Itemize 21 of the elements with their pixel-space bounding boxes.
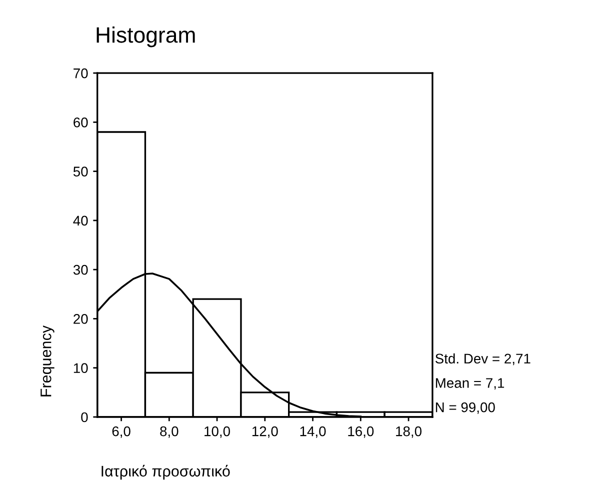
y-tick-label: 20: [74, 314, 88, 324]
y-tick-label: 50: [73, 166, 88, 176]
text: N = 99,00: [436, 402, 495, 414]
x-tick-label: 16,0: [348, 426, 374, 438]
y-tick-label: 30: [73, 264, 88, 275]
y-axis-title: Frequency: [40, 325, 54, 396]
y-tick-label: 0: [81, 412, 88, 422]
x-tick-label: 12,0: [252, 426, 278, 438]
y-tick-label: 40: [73, 216, 88, 226]
x-tick-label: 8,0: [160, 426, 178, 438]
chart-title: Histogram: [96, 26, 195, 48]
y-tick-label: 60: [74, 118, 88, 128]
x-axis-title: Ιατρικό προσωπικό: [102, 464, 230, 480]
x-tick-label: 6,0: [112, 426, 130, 438]
x-tick-label: 10,0: [204, 426, 230, 438]
text: Mean = 7,1: [436, 378, 504, 390]
y-tick-label: 10: [74, 363, 88, 374]
x-tick-label: 18,0: [396, 426, 422, 438]
y-tick-label: 70: [74, 68, 88, 78]
text: Std. Dev = 2,71: [435, 353, 530, 366]
x-tick-label: 14,0: [300, 426, 326, 438]
